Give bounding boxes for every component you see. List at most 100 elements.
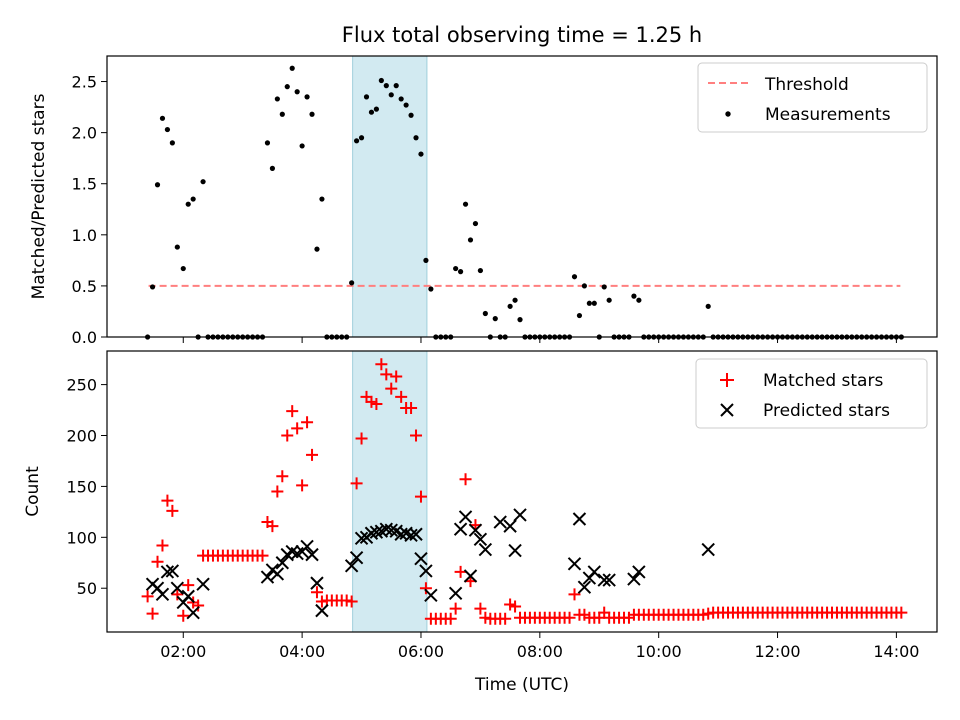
predicted-point <box>260 570 275 584</box>
x-tick-label: 08:00 <box>517 642 563 661</box>
matched-point <box>444 612 457 625</box>
measurement-point <box>418 151 424 157</box>
measurement-point <box>294 89 300 95</box>
matched-point <box>291 422 304 435</box>
measurement-point <box>462 201 469 207</box>
predicted-point <box>701 542 715 557</box>
matched-point <box>310 586 323 599</box>
measurement-point <box>149 284 156 290</box>
matched-point <box>419 582 432 595</box>
predicted-point <box>181 589 195 604</box>
measurement-point <box>571 274 578 280</box>
x-tick-label: 12:00 <box>754 642 800 661</box>
predicted-point <box>369 525 384 539</box>
measurement-point <box>180 265 186 272</box>
predicted-point <box>424 588 438 603</box>
x-tick-label: 04:00 <box>279 642 325 661</box>
matched-point <box>306 448 319 461</box>
bottom-marks <box>141 358 908 625</box>
measurement-point <box>606 297 612 303</box>
matched-point <box>410 429 423 442</box>
matched-point <box>395 390 408 403</box>
predicted-point <box>310 576 324 590</box>
predicted-point <box>300 539 314 554</box>
measurement-point <box>601 284 607 290</box>
matched-point <box>161 494 174 507</box>
measurement-point <box>705 303 711 309</box>
predicted-point <box>577 580 592 594</box>
measurement-point <box>358 135 365 141</box>
x-tick-label: 02:00 <box>160 642 206 661</box>
bottom-panel: 50 100 150 200 250 02:00 04:00 06:00 08:00 10:00… <box>23 350 938 695</box>
measurement-point <box>174 244 180 250</box>
measurement-point <box>631 293 637 299</box>
matched-point <box>895 606 908 619</box>
matched-point <box>286 405 299 418</box>
measurement-point <box>591 300 597 306</box>
measurement-point <box>477 267 484 274</box>
top-y-axis-label: Matched/Predicted stars <box>29 93 49 299</box>
predicted-point <box>170 581 185 595</box>
y-tick-label: 2.0 <box>72 124 97 143</box>
matched-point <box>459 473 472 486</box>
matched-point <box>177 609 190 622</box>
top-panel: 0.0 0.5 1.0 1.5 2.0 2.5 Matched/Predicted sta… <box>29 55 938 347</box>
matched-point <box>499 612 512 625</box>
matched-point <box>146 607 159 620</box>
predicted-point <box>508 543 522 558</box>
predicted-point <box>473 532 488 547</box>
predicted-legend-label: Predicted stars <box>763 401 890 421</box>
y-tick-label: 200 <box>66 427 97 446</box>
x-tick-label: 10:00 <box>636 642 682 661</box>
y-tick-label: 250 <box>66 376 97 395</box>
predicted-legend-swatch <box>720 403 734 417</box>
measurement-point <box>388 92 394 98</box>
y-tick-label: 100 <box>66 528 97 547</box>
predicted-point <box>453 522 468 536</box>
measurement-point <box>373 106 380 112</box>
measurement-point <box>383 83 389 89</box>
measurements-legend-label: Measurements <box>765 105 891 125</box>
matched-point <box>350 477 363 490</box>
highlight-span-top <box>352 55 428 338</box>
bottom-y-ticks: 50 100 150 200 250 <box>66 376 107 598</box>
measurement-point <box>423 257 429 263</box>
predicted-point <box>305 547 319 562</box>
predicted-point <box>186 605 200 620</box>
bottom-y-axis-label: Count <box>23 466 43 517</box>
predicted-point <box>344 559 359 573</box>
measurement-point <box>314 246 320 252</box>
matched-point <box>166 504 179 517</box>
matched-point <box>182 579 195 592</box>
matched-legend-swatch <box>720 373 734 387</box>
threshold-legend-label: Threshold <box>764 75 849 95</box>
measurement-point <box>512 297 518 303</box>
measurement-point <box>353 138 360 144</box>
measurement-point <box>428 286 434 292</box>
measurement-point <box>581 283 587 289</box>
measurement-point <box>190 196 196 202</box>
matched-point <box>509 600 522 613</box>
matched-point <box>375 358 388 371</box>
predicted-point <box>448 586 463 601</box>
predicted-point <box>384 523 398 537</box>
measurement-point <box>467 237 474 243</box>
y-tick-label: 2.5 <box>72 73 97 92</box>
matched-point <box>568 588 581 601</box>
predicted-point <box>627 572 641 586</box>
measurement-point <box>200 179 206 185</box>
y-tick-label: 1.5 <box>72 175 97 194</box>
measurement-point <box>185 201 191 207</box>
measurement-point <box>457 269 464 275</box>
matched-point <box>405 402 418 415</box>
y-tick-label: 50 <box>77 579 97 598</box>
predicted-point <box>463 569 478 583</box>
measurement-point <box>363 94 370 100</box>
x-tick-label: 14:00 <box>873 642 919 661</box>
measurement-point <box>492 316 498 322</box>
top-y-ticks: 0.0 0.5 1.0 1.5 2.0 2.5 <box>72 73 107 347</box>
bottom-legend: Matched stars Predicted stars <box>695 358 928 429</box>
predicted-point <box>165 564 180 578</box>
predicted-point <box>349 550 364 565</box>
